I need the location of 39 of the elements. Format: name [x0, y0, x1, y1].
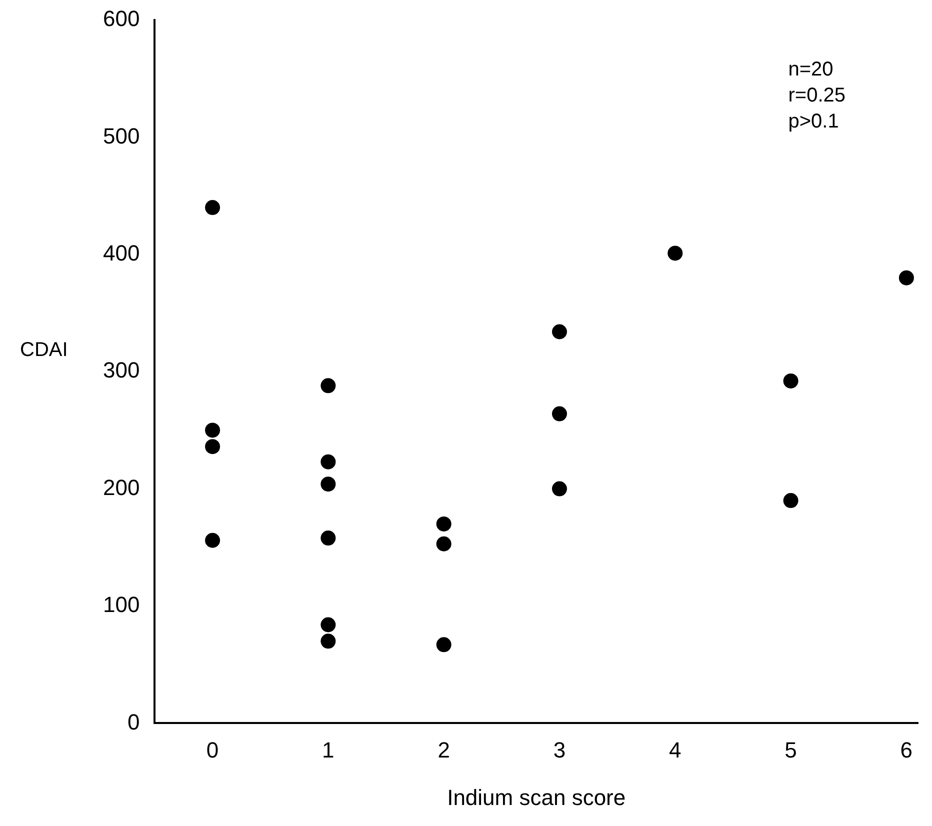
annotation: n=20: [788, 58, 834, 81]
annotation: p>0.1: [788, 110, 839, 133]
point: [320, 378, 336, 394]
point: [205, 200, 220, 216]
y-tick-label: 0: [127, 709, 140, 734]
point: [436, 516, 452, 532]
point: [205, 439, 220, 454]
y-tick-label: 200: [102, 474, 140, 500]
x-tick-label: 3: [553, 737, 566, 762]
point: [205, 532, 220, 548]
point: [436, 536, 452, 552]
y-tick-label: 300: [102, 358, 140, 383]
x-tick-label: 5: [784, 737, 797, 762]
y-tick-label: 500: [102, 123, 140, 148]
y-tick-label: 400: [102, 240, 140, 266]
y-axis-title: CDAI: [20, 339, 68, 362]
point: [320, 454, 336, 470]
annotation: r=0.25: [788, 84, 846, 107]
x-tick-label: 4: [669, 737, 682, 762]
point: [552, 324, 567, 340]
x-axis-title: Indium scan score: [447, 784, 626, 810]
x-tick-label: 6: [900, 737, 913, 762]
point: [205, 422, 220, 438]
point: [552, 406, 567, 422]
y-tick-label: 600: [102, 6, 140, 32]
x-tick-label: 2: [438, 737, 450, 762]
point: [783, 493, 798, 508]
y-tick-label: 100: [102, 592, 140, 618]
point: [320, 476, 336, 492]
point: [668, 246, 683, 261]
x-tick-label: 0: [206, 737, 219, 762]
point: [320, 617, 336, 632]
point: [783, 373, 798, 388]
point: [320, 530, 336, 546]
point: [436, 637, 452, 652]
x-tick-label: 1: [322, 737, 334, 762]
point: [552, 481, 567, 496]
point: [320, 634, 336, 649]
point: [898, 270, 914, 286]
